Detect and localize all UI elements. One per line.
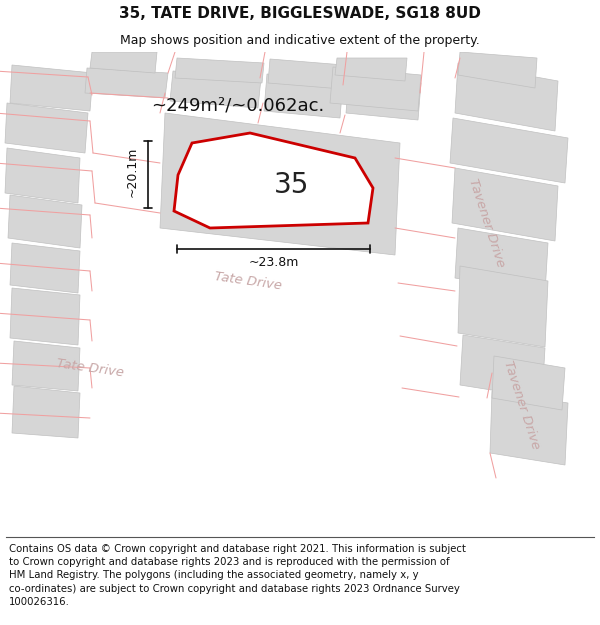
Polygon shape <box>5 103 88 153</box>
Polygon shape <box>330 67 421 111</box>
Polygon shape <box>5 148 80 203</box>
Polygon shape <box>385 52 570 325</box>
Polygon shape <box>8 195 82 248</box>
Polygon shape <box>0 143 545 488</box>
Text: Tate Drive: Tate Drive <box>55 357 125 379</box>
Polygon shape <box>455 63 558 131</box>
Polygon shape <box>10 288 80 345</box>
Polygon shape <box>160 113 400 255</box>
Polygon shape <box>460 335 545 398</box>
Polygon shape <box>90 52 157 73</box>
Polygon shape <box>346 76 421 120</box>
Polygon shape <box>365 52 600 418</box>
Text: ~20.1m: ~20.1m <box>125 146 139 197</box>
Text: Tavener Drive: Tavener Drive <box>502 359 542 451</box>
Polygon shape <box>458 52 537 88</box>
Polygon shape <box>174 133 373 228</box>
Polygon shape <box>490 391 568 465</box>
Polygon shape <box>264 74 343 118</box>
Polygon shape <box>455 228 548 293</box>
Polygon shape <box>268 59 344 89</box>
Polygon shape <box>85 68 168 98</box>
Polygon shape <box>10 65 93 111</box>
Polygon shape <box>450 118 568 183</box>
Polygon shape <box>335 58 407 81</box>
Text: Tavener Drive: Tavener Drive <box>467 177 508 269</box>
Text: Tate Drive: Tate Drive <box>214 270 283 292</box>
Polygon shape <box>492 356 565 410</box>
Polygon shape <box>10 243 80 293</box>
Text: Map shows position and indicative extent of the property.: Map shows position and indicative extent… <box>120 34 480 47</box>
Polygon shape <box>12 341 80 391</box>
Polygon shape <box>0 73 320 273</box>
Text: 35: 35 <box>274 171 310 199</box>
Text: ~23.8m: ~23.8m <box>248 256 299 269</box>
Polygon shape <box>458 266 548 347</box>
Text: ~249m²/~0.062ac.: ~249m²/~0.062ac. <box>151 96 325 114</box>
Polygon shape <box>170 71 261 108</box>
Polygon shape <box>452 168 558 241</box>
Polygon shape <box>175 58 264 83</box>
Polygon shape <box>12 386 80 438</box>
Text: 35, TATE DRIVE, BIGGLESWADE, SG18 8UD: 35, TATE DRIVE, BIGGLESWADE, SG18 8UD <box>119 6 481 21</box>
Text: Contains OS data © Crown copyright and database right 2021. This information is : Contains OS data © Crown copyright and d… <box>9 544 466 607</box>
Polygon shape <box>155 191 425 263</box>
